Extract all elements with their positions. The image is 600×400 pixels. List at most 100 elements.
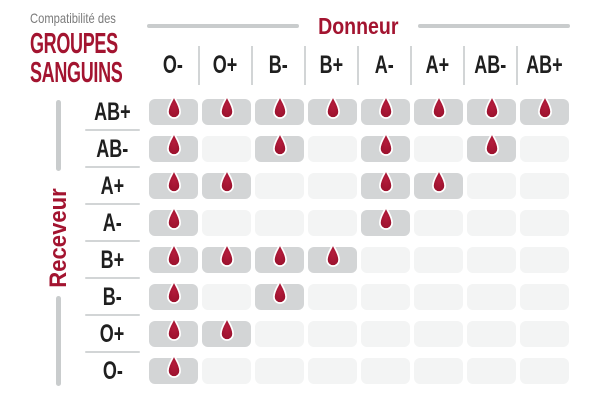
cell-a-neg-from-o-neg bbox=[147, 206, 200, 247]
cell-a-neg-from-b-pos bbox=[306, 210, 359, 247]
cell-ab-pos-from-o-pos bbox=[200, 95, 253, 136]
incompatible-cell bbox=[414, 321, 463, 347]
cell-a-neg-from-ab-pos bbox=[518, 210, 571, 247]
incompatible-cell bbox=[467, 247, 516, 273]
receiver-label: O+ bbox=[85, 320, 140, 348]
incompatible-cell bbox=[467, 358, 516, 384]
cell-a-pos-from-ab-neg bbox=[465, 173, 518, 210]
blood-drop-icon bbox=[272, 95, 287, 119]
cell-a-neg-from-o-pos bbox=[200, 210, 253, 247]
cell-ab-neg-from-o-neg bbox=[147, 132, 200, 173]
cell-o-pos-from-b-pos bbox=[306, 321, 359, 358]
row-separator bbox=[85, 314, 140, 316]
cell-b-neg-from-ab-neg bbox=[465, 284, 518, 321]
cell-o-neg-from-b-pos bbox=[306, 358, 359, 395]
row-separator bbox=[85, 203, 140, 205]
donor-header-o-neg: O- bbox=[147, 46, 200, 85]
receiver-row-b-pos: B+ bbox=[85, 245, 140, 284]
compatible-cell bbox=[202, 95, 251, 125]
cell-b-pos-from-b-neg bbox=[253, 243, 306, 284]
incompatible-cell bbox=[202, 358, 251, 384]
incompatible-cell bbox=[520, 321, 569, 347]
blood-drop-icon bbox=[166, 132, 181, 156]
row-separator bbox=[85, 129, 140, 131]
compatible-cell bbox=[255, 243, 304, 273]
compatible-cell bbox=[361, 95, 410, 125]
receiver-label-text: A+ bbox=[100, 171, 125, 200]
donor-axis-line-right bbox=[417, 24, 570, 28]
cell-ab-neg-from-a-pos bbox=[412, 136, 465, 173]
receiver-label: A- bbox=[85, 209, 140, 237]
compatible-cell bbox=[202, 317, 251, 347]
donor-header-a-pos: A+ bbox=[412, 46, 465, 85]
compatible-cell bbox=[149, 280, 198, 310]
blood-drop-icon bbox=[537, 95, 552, 119]
cell-b-pos-from-o-neg bbox=[147, 243, 200, 284]
incompatible-cell bbox=[520, 247, 569, 273]
blood-drop-icon bbox=[378, 95, 393, 119]
cell-b-neg-from-o-neg bbox=[147, 280, 200, 321]
cell-o-neg-from-a-neg bbox=[359, 358, 412, 395]
donor-header-label: O+ bbox=[213, 51, 238, 79]
compatible-cell bbox=[255, 280, 304, 310]
blood-drop-icon bbox=[272, 132, 287, 156]
blood-drop-icon bbox=[431, 169, 446, 193]
incompatible-cell bbox=[520, 284, 569, 310]
cell-o-pos-from-o-neg bbox=[147, 317, 200, 358]
receiver-label: A+ bbox=[85, 171, 140, 200]
compatible-cell bbox=[361, 206, 410, 236]
incompatible-cell bbox=[255, 358, 304, 384]
donor-header-label: AB+ bbox=[526, 51, 563, 79]
cell-o-neg-from-b-neg bbox=[253, 358, 306, 395]
receiver-row-a-neg: A- bbox=[85, 209, 140, 247]
receiver-label: O- bbox=[85, 356, 140, 385]
cell-b-pos-from-o-pos bbox=[200, 243, 253, 284]
incompatible-cell bbox=[308, 136, 357, 162]
cell-a-neg-from-b-neg bbox=[253, 210, 306, 247]
receiver-label: B- bbox=[85, 282, 140, 311]
compatible-cell bbox=[149, 132, 198, 162]
cell-o-neg-from-o-neg bbox=[147, 354, 200, 395]
donor-header-label: AB- bbox=[474, 51, 507, 79]
blood-drop-icon bbox=[325, 243, 340, 267]
cell-o-pos-from-ab-pos bbox=[518, 321, 571, 358]
cell-o-neg-from-ab-neg bbox=[465, 358, 518, 395]
donor-header-label: A+ bbox=[425, 51, 450, 79]
compatible-cell bbox=[308, 243, 357, 273]
incompatible-cell bbox=[361, 247, 410, 273]
cell-ab-pos-from-ab-pos bbox=[518, 95, 571, 136]
cell-o-pos-from-ab-neg bbox=[465, 321, 518, 358]
blood-drop-icon bbox=[166, 317, 181, 341]
incompatible-cell bbox=[308, 284, 357, 310]
cell-a-pos-from-a-pos bbox=[412, 169, 465, 210]
compatible-cell bbox=[520, 95, 569, 125]
receiver-label-text: B- bbox=[102, 282, 122, 311]
cell-o-pos-from-a-pos bbox=[412, 321, 465, 358]
cell-a-pos-from-o-pos bbox=[200, 169, 253, 210]
cell-o-pos-from-a-neg bbox=[359, 321, 412, 358]
blood-drop-icon bbox=[378, 132, 393, 156]
compatible-cell bbox=[149, 95, 198, 125]
cell-a-pos-from-a-neg bbox=[359, 169, 412, 210]
blood-drop-icon bbox=[272, 280, 287, 304]
cell-o-neg-from-a-pos bbox=[412, 358, 465, 395]
incompatible-cell bbox=[308, 321, 357, 347]
receiver-label-text: O- bbox=[102, 356, 123, 385]
blood-drop-icon bbox=[431, 95, 446, 119]
cell-a-neg-from-ab-neg bbox=[465, 210, 518, 247]
incompatible-cell bbox=[308, 210, 357, 236]
cell-b-neg-from-a-neg bbox=[359, 284, 412, 321]
row-separator bbox=[85, 166, 140, 168]
cell-b-pos-from-a-neg bbox=[359, 247, 412, 284]
donor-axis-line-left bbox=[147, 24, 300, 28]
incompatible-cell bbox=[361, 321, 410, 347]
receiver-label-text: B+ bbox=[100, 245, 125, 274]
incompatible-cell bbox=[520, 358, 569, 384]
receiver-label-text: AB+ bbox=[94, 97, 131, 126]
incompatible-cell bbox=[520, 210, 569, 236]
cell-a-pos-from-b-neg bbox=[253, 173, 306, 210]
incompatible-cell bbox=[414, 247, 463, 273]
incompatible-cell bbox=[308, 358, 357, 384]
donor-header-o-pos: O+ bbox=[200, 46, 253, 85]
cell-o-pos-from-o-pos bbox=[200, 317, 253, 358]
